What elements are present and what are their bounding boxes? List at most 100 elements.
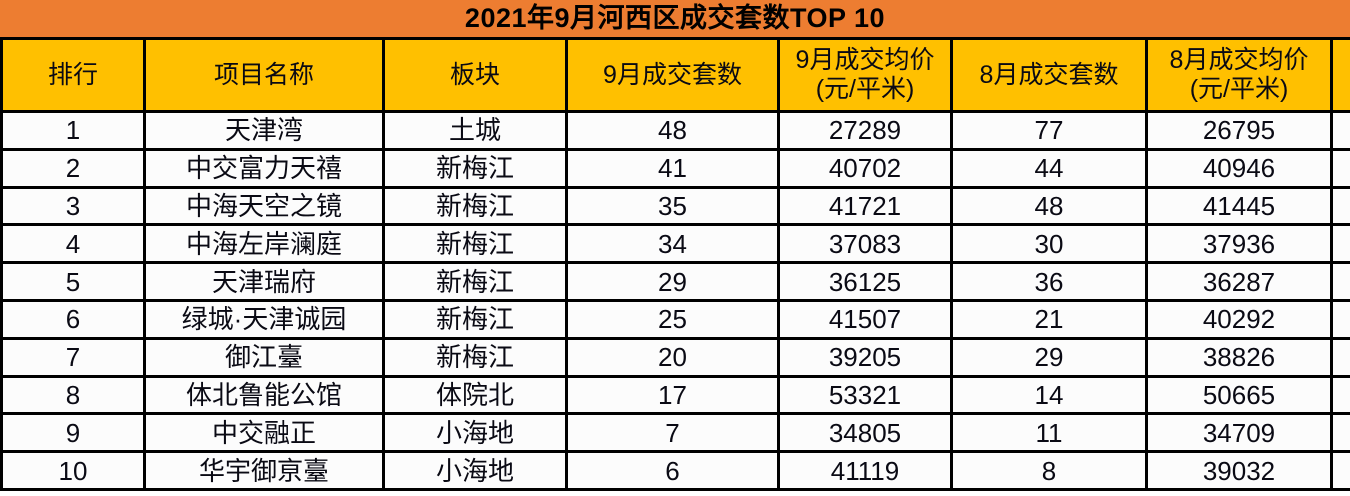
col-header-block: 板块 <box>382 37 568 113</box>
cell-aug-count: 11 <box>950 412 1148 454</box>
cell-aug-count: 8 <box>950 450 1148 491</box>
cell-project-name: 御江臺 <box>143 336 385 378</box>
cell-sep-avg-price: 36125 <box>777 261 953 302</box>
cell-block: 新梅江 <box>382 223 568 265</box>
cell-cutoff-sliver <box>1330 110 1350 151</box>
cell-sep-avg-price: 27289 <box>777 110 953 151</box>
table-row: 4 中海左岸澜庭 新梅江 34 37083 30 37936 <box>0 223 1350 265</box>
cell-sep-avg-price: 37083 <box>777 223 953 265</box>
col-header-aug-avg-price: 8月成交均价 (元/平米) <box>1145 37 1333 113</box>
cell-cutoff-sliver <box>1330 223 1350 265</box>
cell-sep-count: 17 <box>565 374 780 416</box>
cell-aug-avg-price: 38826 <box>1145 336 1333 378</box>
cell-aug-count: 29 <box>950 336 1148 378</box>
table-row: 5 天津瑞府 新梅江 29 36125 36 36287 <box>0 261 1350 302</box>
cell-block: 体院北 <box>382 374 568 416</box>
cell-sep-count: 41 <box>565 147 780 189</box>
col-header-sep-count: 9月成交套数 <box>565 37 780 113</box>
cell-sep-avg-price: 53321 <box>777 374 953 416</box>
cell-block: 新梅江 <box>382 147 568 189</box>
cell-sep-count: 6 <box>565 450 780 491</box>
cell-aug-count: 21 <box>950 298 1148 340</box>
col-header-rank: 排行 <box>0 37 146 113</box>
col-header-project-name: 项目名称 <box>143 37 385 113</box>
cell-block: 新梅江 <box>382 298 568 340</box>
cell-aug-avg-price: 50665 <box>1145 374 1333 416</box>
cell-cutoff-sliver <box>1330 412 1350 454</box>
cell-cutoff-sliver <box>1330 261 1350 302</box>
cell-rank: 10 <box>0 450 146 491</box>
cell-cutoff-sliver <box>1330 336 1350 378</box>
cell-sep-count: 7 <box>565 412 780 454</box>
cell-rank: 2 <box>0 147 146 189</box>
table-title: 2021年9月河西区成交套数TOP 10 <box>0 0 1350 37</box>
cell-aug-avg-price: 26795 <box>1145 110 1333 151</box>
cell-project-name: 绿城·天津诚园 <box>143 298 385 340</box>
cell-rank: 9 <box>0 412 146 454</box>
table-row: 2 中交富力天禧 新梅江 41 40702 44 40946 <box>0 147 1350 189</box>
cell-project-name: 中海天空之镜 <box>143 185 385 227</box>
cell-cutoff-sliver <box>1330 374 1350 416</box>
cell-rank: 5 <box>0 261 146 302</box>
cell-aug-avg-price: 39032 <box>1145 450 1333 491</box>
cell-block: 小海地 <box>382 412 568 454</box>
cell-aug-avg-price: 41445 <box>1145 185 1333 227</box>
cell-block: 新梅江 <box>382 261 568 302</box>
cell-project-name: 天津瑞府 <box>143 261 385 302</box>
table-row: 7 御江臺 新梅江 20 39205 29 38826 <box>0 336 1350 378</box>
cell-rank: 8 <box>0 374 146 416</box>
table-row: 9 中交融正 小海地 7 34805 11 34709 <box>0 412 1350 454</box>
table-row: 8 体北鲁能公馆 体院北 17 53321 14 50665 <box>0 374 1350 416</box>
cell-sep-avg-price: 41119 <box>777 450 953 491</box>
cell-project-name: 中交富力天禧 <box>143 147 385 189</box>
cell-aug-avg-price: 34709 <box>1145 412 1333 454</box>
table-header-row: 排行 项目名称 板块 9月成交套数 9月成交均价 (元/平米) 8月成交套数 8… <box>0 37 1350 113</box>
cell-block: 新梅江 <box>382 336 568 378</box>
cell-project-name: 华宇御亰臺 <box>143 450 385 491</box>
cell-aug-count: 14 <box>950 374 1148 416</box>
cell-sep-avg-price: 40702 <box>777 147 953 189</box>
table-row: 3 中海天空之镜 新梅江 35 41721 48 41445 <box>0 185 1350 227</box>
cell-aug-avg-price: 37936 <box>1145 223 1333 265</box>
cell-aug-count: 44 <box>950 147 1148 189</box>
cell-sep-avg-price: 41507 <box>777 298 953 340</box>
cell-block: 小海地 <box>382 450 568 491</box>
cell-sep-count: 35 <box>565 185 780 227</box>
cell-sep-count: 34 <box>565 223 780 265</box>
cell-rank: 4 <box>0 223 146 265</box>
cell-rank: 1 <box>0 110 146 151</box>
cell-aug-count: 30 <box>950 223 1148 265</box>
cell-project-name: 体北鲁能公馆 <box>143 374 385 416</box>
cell-rank: 7 <box>0 336 146 378</box>
table-row: 10 华宇御亰臺 小海地 6 41119 8 39032 <box>0 450 1350 491</box>
cell-cutoff-sliver <box>1330 185 1350 227</box>
table-row: 6 绿城·天津诚园 新梅江 25 41507 21 40292 <box>0 298 1350 340</box>
cell-project-name: 中交融正 <box>143 412 385 454</box>
cell-aug-avg-price: 40292 <box>1145 298 1333 340</box>
cell-aug-count: 48 <box>950 185 1148 227</box>
cell-aug-count: 36 <box>950 261 1148 302</box>
cell-block: 土城 <box>382 110 568 151</box>
cell-project-name: 天津湾 <box>143 110 385 151</box>
cell-cutoff-sliver <box>1330 147 1350 189</box>
col-header-cutoff-sliver <box>1330 37 1350 113</box>
col-header-aug-count: 8月成交套数 <box>950 37 1148 113</box>
cell-sep-count: 20 <box>565 336 780 378</box>
cell-aug-avg-price: 36287 <box>1145 261 1333 302</box>
cell-cutoff-sliver <box>1330 298 1350 340</box>
cell-block: 新梅江 <box>382 185 568 227</box>
transactions-table: 排行 项目名称 板块 9月成交套数 9月成交均价 (元/平米) 8月成交套数 8… <box>0 37 1350 491</box>
col-header-sep-avg-price: 9月成交均价 (元/平米) <box>777 37 953 113</box>
cell-sep-count: 25 <box>565 298 780 340</box>
cell-sep-avg-price: 41721 <box>777 185 953 227</box>
cell-project-name: 中海左岸澜庭 <box>143 223 385 265</box>
cell-aug-avg-price: 40946 <box>1145 147 1333 189</box>
table-row: 1 天津湾 土城 48 27289 77 26795 <box>0 110 1350 151</box>
cell-sep-count: 48 <box>565 110 780 151</box>
cell-rank: 3 <box>0 185 146 227</box>
cell-sep-avg-price: 34805 <box>777 412 953 454</box>
table-body: 1 天津湾 土城 48 27289 77 26795 2 中交富力天禧 新梅江 … <box>0 110 1350 491</box>
cell-cutoff-sliver <box>1330 450 1350 491</box>
cell-aug-count: 77 <box>950 110 1148 151</box>
